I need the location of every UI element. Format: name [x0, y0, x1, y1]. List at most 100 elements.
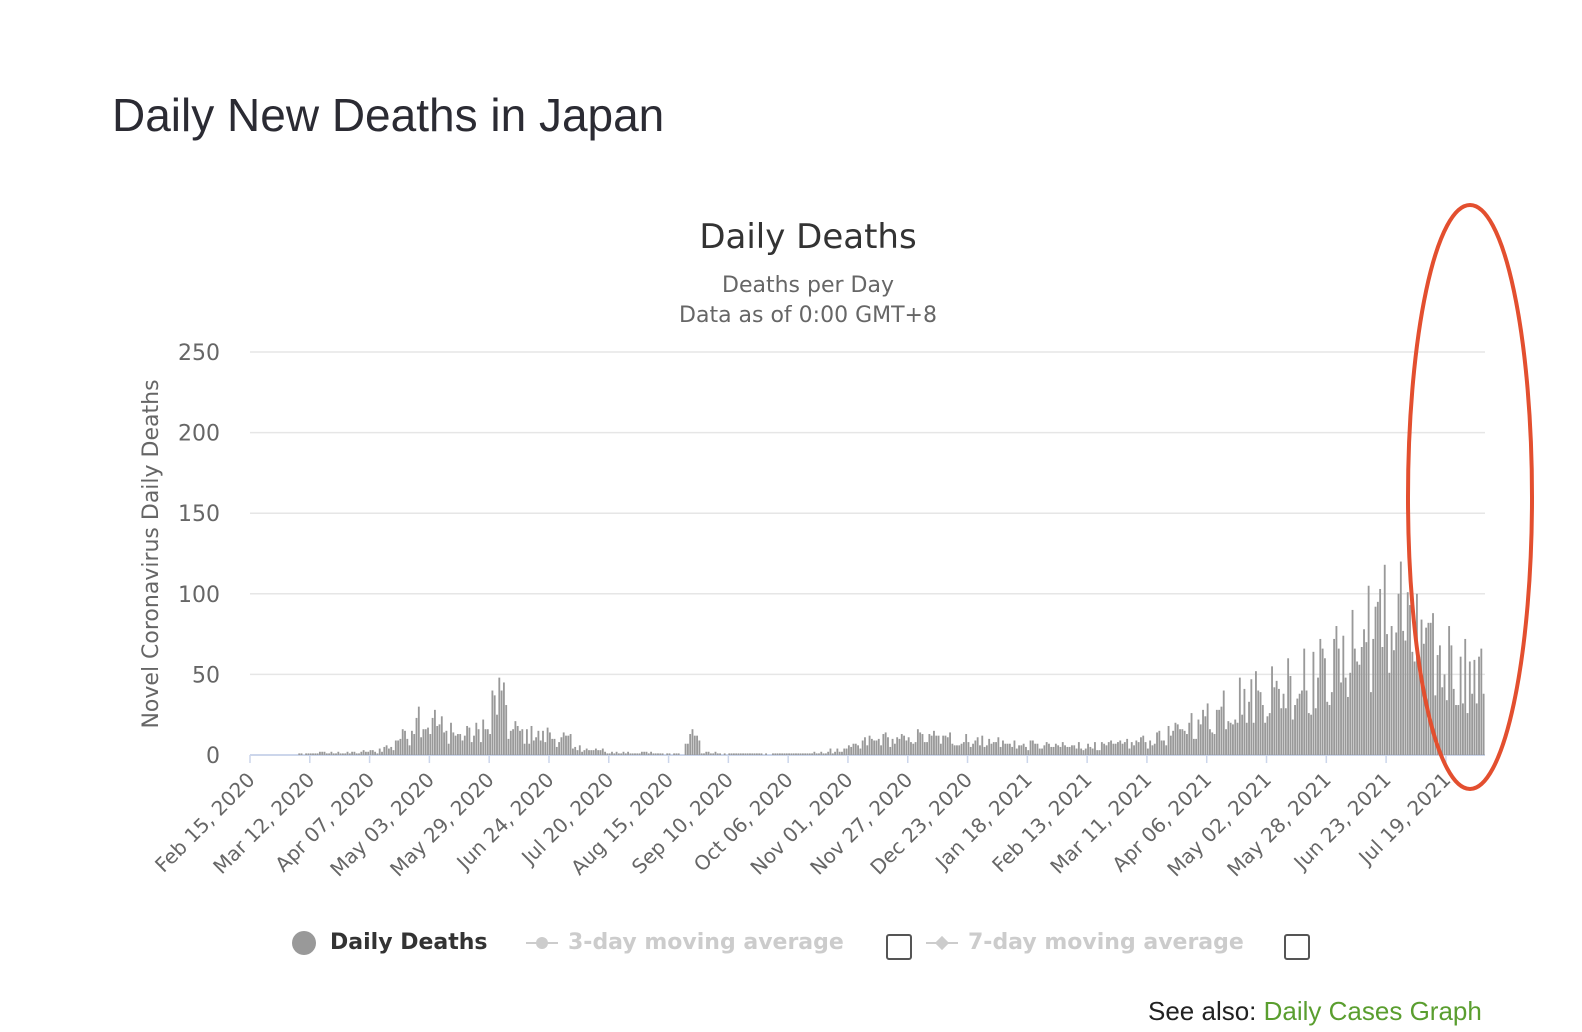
bar[interactable]	[864, 737, 866, 755]
bar[interactable]	[921, 734, 924, 755]
bar[interactable]	[1406, 592, 1409, 755]
bar[interactable]	[369, 750, 372, 755]
bar[interactable]	[514, 721, 517, 755]
bar[interactable]	[551, 738, 554, 755]
bar[interactable]	[1376, 601, 1379, 755]
bar[interactable]	[1275, 680, 1278, 755]
bar[interactable]	[1183, 730, 1186, 755]
bar[interactable]	[1068, 746, 1071, 755]
bar[interactable]	[645, 751, 648, 755]
bar[interactable]	[318, 751, 321, 755]
bar[interactable]	[417, 706, 420, 755]
bar[interactable]	[381, 751, 383, 755]
bar[interactable]	[1057, 745, 1060, 755]
bar[interactable]	[841, 751, 843, 755]
bar[interactable]	[1284, 708, 1287, 755]
bar[interactable]	[1137, 742, 1140, 755]
bar[interactable]	[1064, 745, 1066, 755]
bar[interactable]	[818, 753, 820, 755]
bar[interactable]	[910, 742, 912, 755]
bar[interactable]	[328, 753, 331, 755]
bar[interactable]	[1029, 740, 1032, 755]
bar[interactable]	[1273, 687, 1276, 755]
bar[interactable]	[1045, 742, 1048, 755]
bar[interactable]	[1151, 745, 1154, 755]
bar[interactable]	[408, 745, 411, 755]
bar[interactable]	[341, 753, 344, 755]
bar[interactable]	[629, 753, 632, 755]
bar[interactable]	[923, 742, 926, 755]
bar[interactable]	[873, 740, 876, 755]
bar[interactable]	[1071, 745, 1073, 755]
bar[interactable]	[438, 724, 441, 755]
bar[interactable]	[604, 751, 607, 755]
bar[interactable]	[1202, 709, 1204, 755]
bar[interactable]	[1213, 734, 1216, 755]
bar[interactable]	[1425, 627, 1428, 755]
bar[interactable]	[926, 742, 928, 755]
bar[interactable]	[696, 735, 698, 755]
bar[interactable]	[928, 734, 931, 755]
bar[interactable]	[854, 743, 857, 755]
bar[interactable]	[1103, 743, 1106, 755]
bar[interactable]	[578, 745, 581, 755]
bar[interactable]	[974, 740, 977, 755]
bar[interactable]	[1158, 730, 1161, 755]
bar[interactable]	[654, 753, 657, 755]
bar[interactable]	[962, 742, 965, 755]
bar[interactable]	[1480, 648, 1483, 755]
bar[interactable]	[367, 751, 370, 755]
bar[interactable]	[1413, 661, 1416, 756]
bar[interactable]	[1135, 740, 1138, 755]
bar[interactable]	[705, 751, 708, 755]
bar[interactable]	[1404, 640, 1407, 755]
bar[interactable]	[1073, 745, 1076, 755]
toggle-7-day-average-checkbox[interactable]	[1284, 934, 1310, 960]
bar[interactable]	[636, 753, 639, 755]
bar[interactable]	[397, 740, 400, 755]
bar[interactable]	[1031, 740, 1034, 755]
bar[interactable]	[314, 753, 317, 755]
bar[interactable]	[298, 753, 301, 755]
bar[interactable]	[544, 742, 547, 755]
bar[interactable]	[1098, 750, 1101, 755]
bar[interactable]	[785, 753, 788, 755]
bar[interactable]	[1349, 672, 1352, 755]
bar[interactable]	[1367, 585, 1370, 755]
bar[interactable]	[1434, 695, 1437, 755]
bar[interactable]	[677, 753, 680, 755]
bar[interactable]	[424, 729, 427, 755]
bar[interactable]	[631, 753, 634, 755]
bar[interactable]	[601, 748, 604, 755]
bar[interactable]	[1363, 629, 1365, 755]
bar[interactable]	[1390, 626, 1393, 755]
bar[interactable]	[783, 753, 786, 755]
bar[interactable]	[1372, 638, 1375, 755]
bar[interactable]	[1126, 738, 1129, 755]
bar[interactable]	[1038, 748, 1041, 755]
bar[interactable]	[1473, 659, 1476, 755]
bar[interactable]	[1347, 696, 1349, 755]
bar[interactable]	[339, 753, 342, 755]
bar[interactable]	[1427, 622, 1430, 755]
bar[interactable]	[912, 743, 915, 755]
bar[interactable]	[949, 732, 951, 755]
bar[interactable]	[1112, 743, 1115, 755]
bar[interactable]	[875, 740, 878, 755]
bar[interactable]	[1268, 713, 1271, 755]
bar[interactable]	[930, 735, 933, 755]
bar[interactable]	[1117, 742, 1119, 755]
bar[interactable]	[1181, 729, 1184, 755]
bar[interactable]	[742, 753, 744, 755]
bar[interactable]	[673, 753, 676, 755]
bar[interactable]	[1133, 745, 1135, 755]
bar[interactable]	[1326, 701, 1329, 755]
bar[interactable]	[836, 748, 839, 755]
bar[interactable]	[1466, 713, 1469, 755]
bar[interactable]	[484, 729, 487, 755]
bar[interactable]	[1084, 748, 1087, 755]
bar[interactable]	[532, 740, 535, 755]
bar[interactable]	[479, 742, 482, 755]
bar[interactable]	[857, 745, 859, 755]
bar[interactable]	[571, 748, 574, 755]
